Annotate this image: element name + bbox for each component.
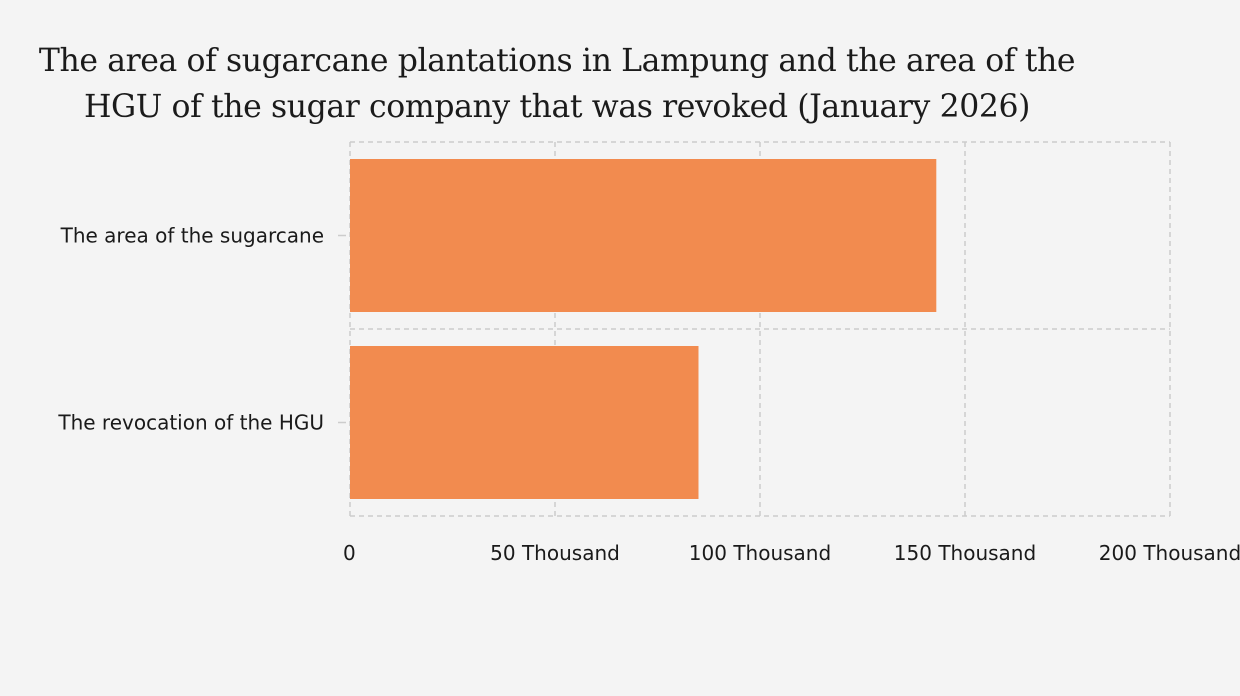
x-tick-label: 200 Thousand <box>1099 541 1240 565</box>
x-tick-label: 50 Thousand <box>490 541 620 565</box>
bars <box>350 159 937 499</box>
x-tick-label: 0 <box>343 541 356 565</box>
grid-lines <box>349 141 1171 517</box>
category-label: The area of the sugarcane <box>60 224 324 248</box>
category-labels: The area of the sugarcane The revocation … <box>57 224 346 435</box>
bar <box>350 346 699 499</box>
chart-title: The area of sugarcane plantations in Lam… <box>38 43 1076 125</box>
x-tick-label: 150 Thousand <box>894 541 1036 565</box>
x-axis-tick-labels: 0 50 Thousand 100 Thousand 150 Thousand 200 … <box>343 541 1240 565</box>
category-label: The revocation of the HGU <box>57 411 324 435</box>
x-tick-label: 100 Thousand <box>689 541 831 565</box>
bar <box>350 159 937 312</box>
